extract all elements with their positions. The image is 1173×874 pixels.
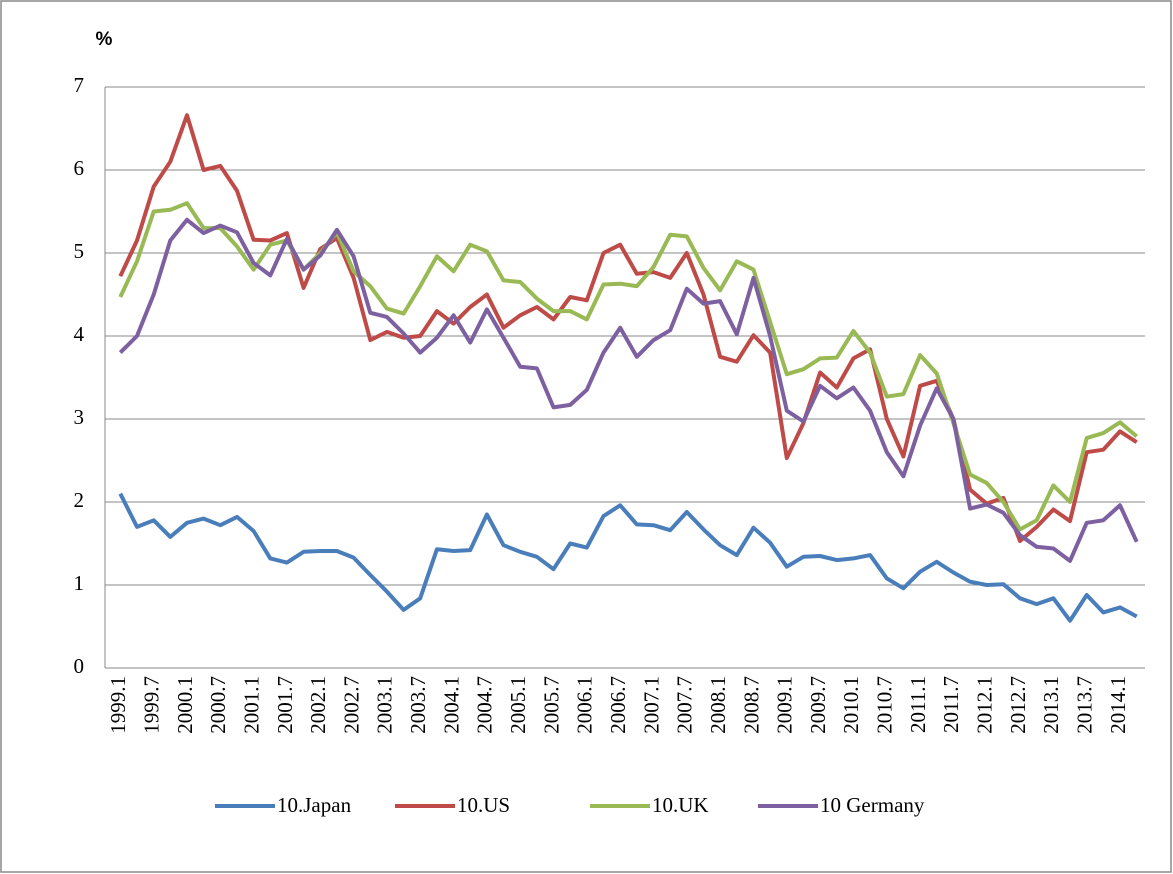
x-tick-label: 2006.1 bbox=[573, 676, 597, 734]
x-tick-label: 2008.7 bbox=[739, 676, 763, 734]
x-tick-label: 2006.7 bbox=[606, 676, 630, 734]
x-tick-label: 2009.1 bbox=[773, 676, 797, 734]
y-tick-label: 0 bbox=[74, 654, 85, 678]
x-tick-label: 2004.1 bbox=[439, 676, 463, 734]
x-tick-label: 2011.1 bbox=[906, 676, 930, 733]
x-tick-label: 2005.1 bbox=[506, 676, 530, 734]
x-tick-label: 2008.1 bbox=[706, 676, 730, 734]
series-line bbox=[118, 217, 1139, 563]
x-tick-label: 2012.7 bbox=[1006, 676, 1030, 734]
legend-label: 10.UK bbox=[652, 793, 709, 817]
y-tick-label: 6 bbox=[74, 156, 85, 180]
x-tick-label: 2001.1 bbox=[239, 676, 263, 734]
y-tick-label: 2 bbox=[74, 488, 85, 512]
x-tick-label: 2013.7 bbox=[1072, 676, 1096, 734]
y-tick-label: 1 bbox=[74, 571, 85, 595]
x-tick-label: 2013.1 bbox=[1039, 676, 1063, 734]
x-tick-label: 2010.1 bbox=[839, 676, 863, 734]
x-tick-label: 1999.1 bbox=[106, 676, 130, 734]
y-tick-label: 7 bbox=[74, 73, 85, 97]
x-tick-label: 2004.7 bbox=[473, 676, 497, 734]
y-axis-label: % bbox=[96, 29, 113, 50]
x-tick-label: 2003.1 bbox=[373, 676, 397, 734]
x-tick-label: 2003.7 bbox=[406, 676, 430, 734]
x-tick-label: 2000.1 bbox=[173, 676, 197, 734]
legend-label: 10.Japan bbox=[277, 793, 352, 817]
y-tick-label: 5 bbox=[74, 239, 85, 263]
x-tick-label: 2005.7 bbox=[539, 676, 563, 734]
x-tick-label: 2014.1 bbox=[1106, 676, 1130, 734]
x-tick-label: 2007.7 bbox=[673, 676, 697, 734]
legend-label: 10 Germany bbox=[820, 793, 925, 817]
x-tick-label: 2000.7 bbox=[206, 676, 230, 734]
x-tick-label: 2001.7 bbox=[273, 676, 297, 734]
y-tick-label: 3 bbox=[74, 405, 85, 429]
x-tick-label: 2011.7 bbox=[939, 676, 963, 733]
legend-label: 10.US bbox=[457, 793, 510, 817]
series-line bbox=[118, 492, 1138, 623]
x-tick-label: 2002.7 bbox=[339, 676, 363, 734]
x-tick-label: 2010.7 bbox=[873, 676, 897, 734]
x-tick-label: 2012.1 bbox=[973, 676, 997, 734]
x-tick-label: 2002.1 bbox=[306, 676, 330, 734]
y-tick-label: 4 bbox=[74, 322, 85, 346]
x-tick-label: 1999.7 bbox=[139, 676, 163, 734]
x-tick-label: 2009.7 bbox=[806, 676, 830, 734]
x-tick-label: 2007.1 bbox=[639, 676, 663, 734]
